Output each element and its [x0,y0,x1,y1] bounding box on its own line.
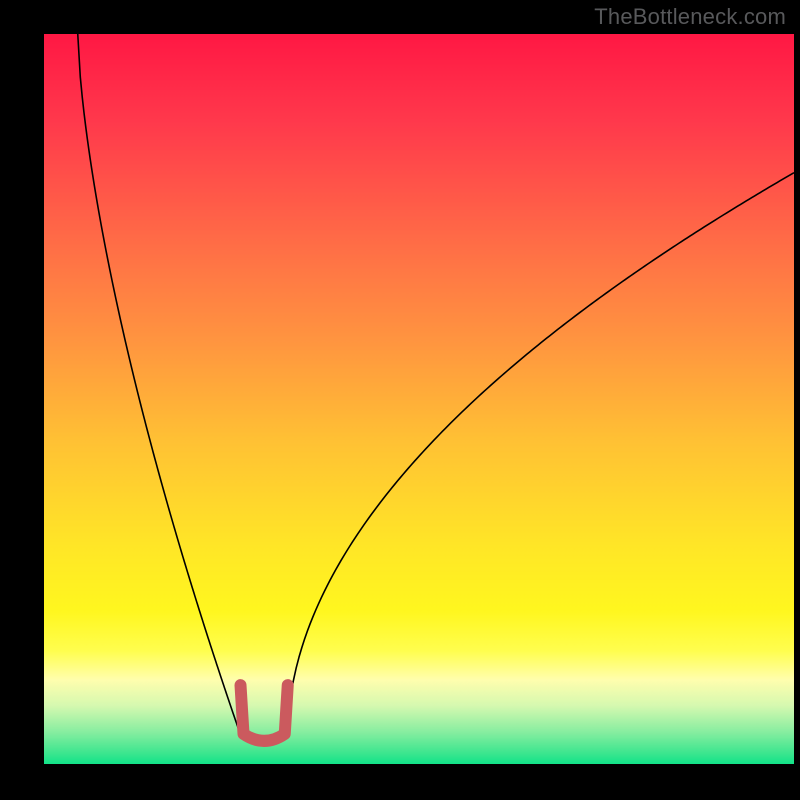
chart-overlay [0,0,800,800]
curve-right-branch [288,173,794,735]
watermark-text: TheBottleneck.com [594,4,786,30]
curve-left-branch [78,34,241,735]
bottleneck-trough [241,685,288,741]
